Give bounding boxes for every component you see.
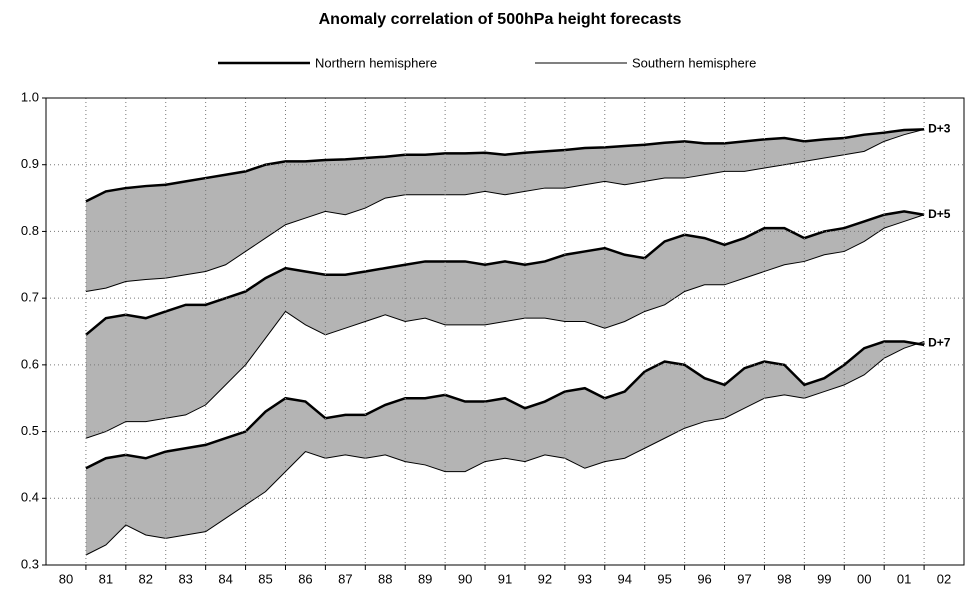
band-area: [85, 211, 925, 439]
y-tick-label: 0.5: [21, 423, 39, 438]
southern-line: [85, 128, 925, 292]
x-tick-label: 97: [737, 571, 751, 586]
x-tick-label: 91: [498, 571, 512, 586]
chart-title: Anomaly correlation of 500hPa height for…: [319, 11, 682, 28]
x-tick-label: 87: [338, 571, 352, 586]
x-tick-label: 01: [897, 571, 911, 586]
x-tick-label: 85: [258, 571, 272, 586]
x-tick-label: 80: [59, 571, 73, 586]
band-area: [85, 341, 925, 555]
x-tick-label: 00: [857, 571, 871, 586]
band-label: D+3: [928, 122, 951, 136]
x-tick-label: 88: [378, 571, 392, 586]
y-tick-label: 1.0: [21, 89, 39, 104]
x-tick-label: 84: [218, 571, 232, 586]
x-tick-label: 94: [618, 571, 632, 586]
x-tick-label: 83: [178, 571, 192, 586]
y-tick-label: 0.8: [21, 223, 39, 238]
southern-line: [85, 341, 925, 556]
northern-line: [85, 340, 925, 470]
x-tick-label: 81: [99, 571, 113, 586]
y-tick-label: 0.3: [21, 556, 39, 571]
y-tick-label: 0.4: [21, 490, 39, 505]
x-tick-label: 02: [937, 571, 951, 586]
y-tick-label: 0.7: [21, 290, 39, 305]
x-tick-label: 93: [578, 571, 592, 586]
band-label: D+5: [928, 207, 951, 221]
y-tick-label: 0.6: [21, 356, 39, 371]
x-tick-label: 95: [657, 571, 671, 586]
band-label: D+7: [928, 335, 951, 349]
x-tick-label: 99: [817, 571, 831, 586]
band-area: [85, 129, 925, 292]
northern-line: [85, 210, 925, 336]
legend-label: Northern hemisphere: [315, 55, 437, 70]
legend-label: Southern hemisphere: [632, 55, 756, 70]
x-tick-label: 92: [538, 571, 552, 586]
plot-frame: [45, 97, 965, 566]
x-tick-label: 82: [139, 571, 153, 586]
x-tick-label: 98: [777, 571, 791, 586]
x-tick-label: 96: [697, 571, 711, 586]
southern-line: [85, 214, 925, 439]
northern-line: [85, 128, 925, 203]
y-tick-label: 0.9: [21, 156, 39, 171]
x-tick-label: 89: [418, 571, 432, 586]
x-tick-label: 90: [458, 571, 472, 586]
x-tick-label: 86: [298, 571, 312, 586]
